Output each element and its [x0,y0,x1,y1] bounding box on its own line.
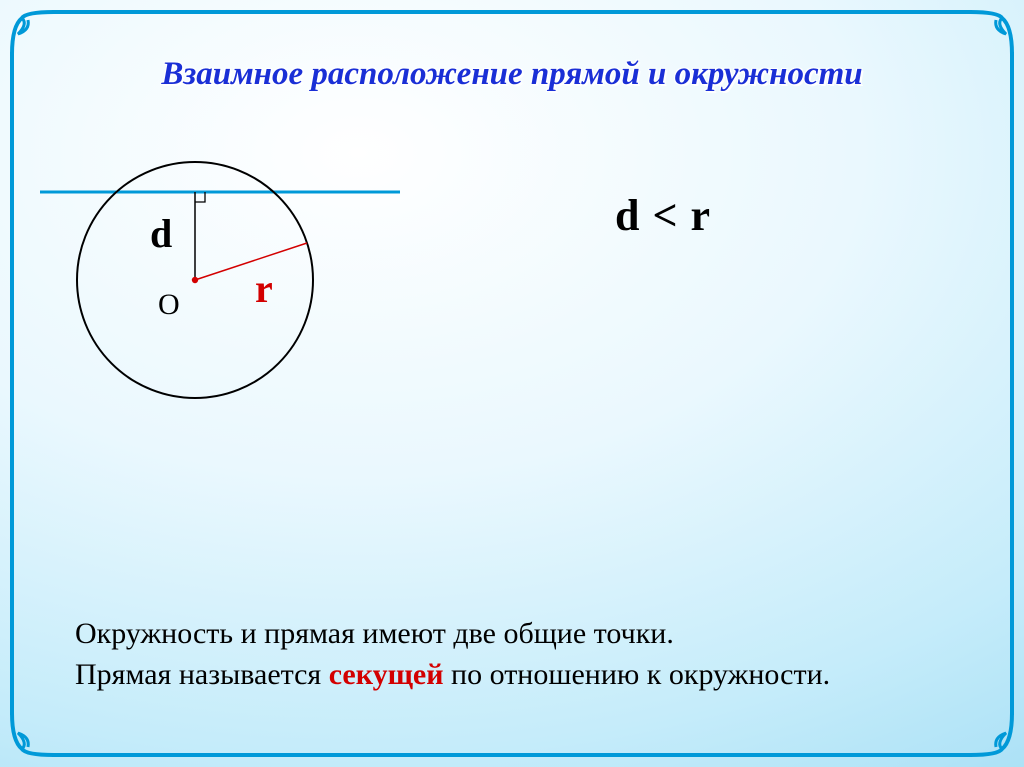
slide: Взаимное расположение прямой и окружност… [0,0,1024,767]
label-r: r [255,265,273,312]
caption-line1: Окружность и прямая имеют две общие точк… [75,617,674,650]
inequality-formula: d < r [615,190,711,241]
caption-line2-red: секущей [329,658,444,691]
corner-ornament-icon [964,4,1020,60]
corner-ornament-icon [4,707,60,763]
frame-edge-right [1010,52,1014,715]
caption-line2-pre: Прямая называется [75,658,329,691]
circle-secant-diagram: d r O [40,130,400,450]
corner-ornament-icon [964,707,1020,763]
frame-edge-top [52,10,972,14]
frame-edge-left [10,52,14,715]
frame-edge-bottom [52,753,972,757]
caption-line2-post: по отношению к окружности. [444,658,831,691]
diagram-svg [40,130,400,450]
label-center-O: O [158,288,180,322]
caption-text: Окружность и прямая имеют две общие точк… [75,614,949,695]
corner-ornament-icon [4,4,60,60]
slide-title: Взаимное расположение прямой и окружност… [0,56,1024,93]
label-d: d [150,210,172,257]
